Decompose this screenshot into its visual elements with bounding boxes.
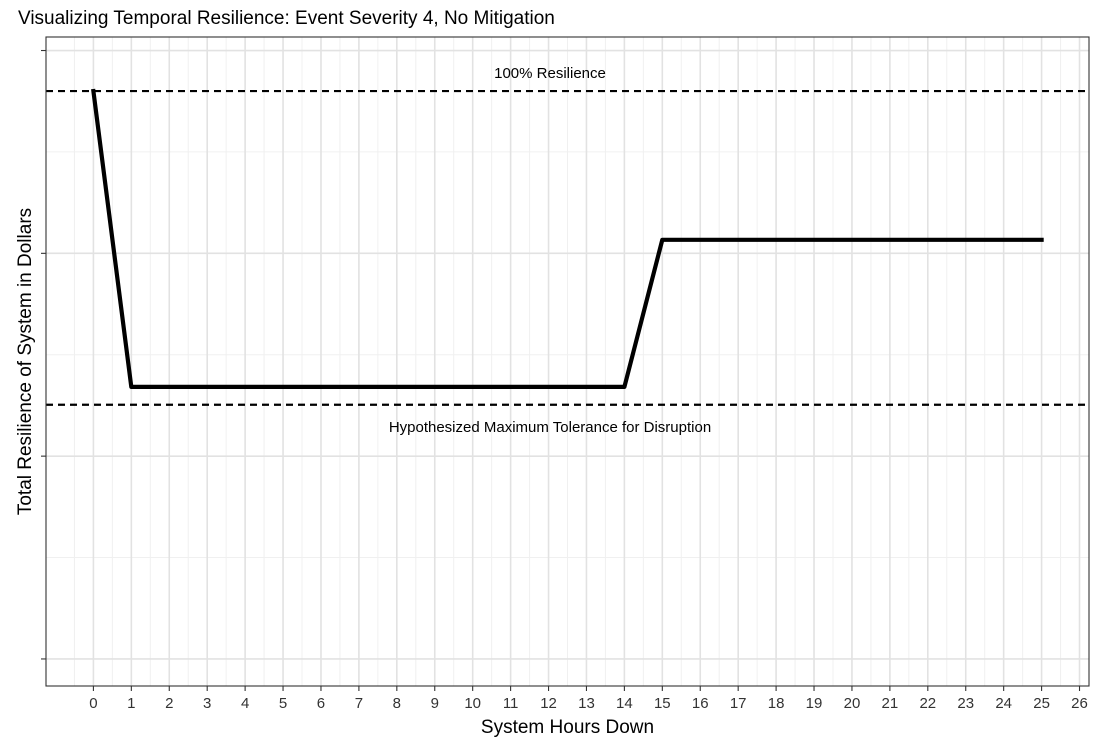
x-tick-label: 21 [882,695,899,712]
x-tick-label: 16 [692,695,709,712]
x-tick-label: 19 [806,695,823,712]
x-tick-label: 12 [540,695,557,712]
x-tick-label: 0 [89,695,97,712]
series-line [91,88,1044,389]
x-tick-label: 7 [355,695,363,712]
x-tick-label: 22 [919,695,936,712]
x-tick-label: 25 [1033,695,1050,712]
series-layer [91,88,1044,389]
x-tick-label: 6 [317,695,325,712]
x-tick-label: 18 [768,695,785,712]
x-tick-label: 1 [127,695,135,712]
y-axis-title: Total Resilience of System in Dollars [15,208,36,515]
grid [46,37,1089,686]
chart-title: Visualizing Temporal Resilience: Event S… [18,8,555,29]
x-tick-label: 3 [203,695,211,712]
x-tick-label: 9 [431,695,439,712]
x-tick-label: 8 [393,695,401,712]
x-tick-label: 26 [1071,695,1088,712]
reference-line-label: 100% Resilience [494,65,606,82]
x-tick-label: 17 [730,695,747,712]
reference-lines: 100% Resilience Hypothesized Maximum Tole… [46,65,1089,436]
x-tick-label: 5 [279,695,287,712]
x-tick-label: 2 [165,695,173,712]
x-tick-label: 24 [995,695,1012,712]
x-tick-label: 20 [844,695,861,712]
x-axis-title: System Hours Down [481,717,654,738]
reference-line-label: Hypothesized Maximum Tolerance for Disru… [389,419,711,436]
x-tick-label: 4 [241,695,249,712]
x-tick-label: 23 [957,695,974,712]
x-tick-label: 13 [578,695,595,712]
x-tick-label: 14 [616,695,633,712]
plot-panel-border [45,36,1090,687]
x-tick-label: 11 [503,695,519,712]
x-tick-label: 10 [464,695,481,712]
axes: 0 1 2 3 4 5 6 7 8 9 10 11 12 13 14 15 16 17 18 19 20 21 22 23 24… [41,49,1088,712]
x-tick-label: 15 [654,695,671,712]
